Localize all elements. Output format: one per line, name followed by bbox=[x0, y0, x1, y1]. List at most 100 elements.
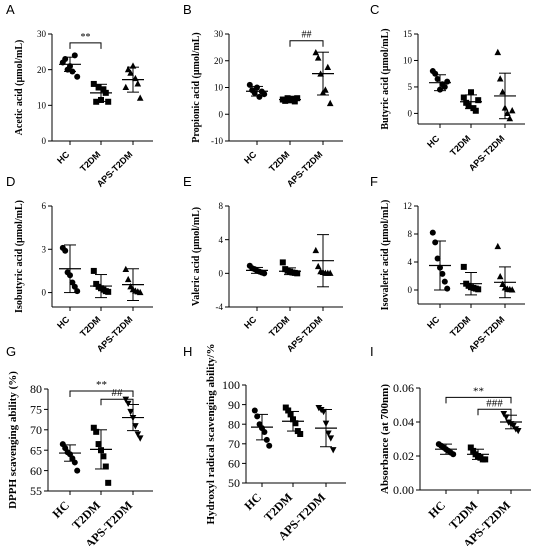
y-tick-label: 20 bbox=[37, 65, 47, 75]
data-point bbox=[71, 459, 78, 466]
y-tick-label: 55 bbox=[30, 484, 42, 498]
y-tick-label: 80 bbox=[228, 417, 240, 431]
y-tick-label: 15 bbox=[403, 29, 413, 39]
significance-bracket bbox=[69, 42, 102, 49]
y-axis-label: DPPH scavenging ability (%) bbox=[7, 371, 19, 509]
data-point bbox=[124, 65, 132, 73]
data-point bbox=[105, 98, 112, 105]
data-point bbox=[314, 262, 322, 270]
data-point bbox=[256, 93, 263, 100]
y-axis-label: Valeric acid (μmol/mL) bbox=[191, 207, 202, 306]
data-point bbox=[292, 420, 299, 427]
data-point bbox=[62, 247, 69, 254]
x-tick-label: T2DM bbox=[448, 133, 472, 157]
data-point bbox=[105, 479, 112, 486]
y-tick-label: 10 bbox=[37, 100, 47, 110]
data-point bbox=[514, 427, 522, 435]
x-tick-label: APS-T2DM bbox=[285, 149, 325, 189]
data-point bbox=[320, 408, 327, 416]
y-tick-label: 70 bbox=[228, 437, 240, 451]
data-point bbox=[136, 288, 144, 296]
data-point bbox=[496, 272, 504, 280]
data-point bbox=[482, 456, 489, 463]
data-point bbox=[441, 83, 448, 90]
data-point bbox=[444, 285, 451, 292]
y-tick-label: 4 bbox=[219, 235, 224, 245]
y-tick-label: 0.06 bbox=[393, 381, 414, 395]
panel-letter: C bbox=[370, 2, 379, 17]
y-tick-label: 0.00 bbox=[393, 483, 414, 497]
y-tick-label: 20 bbox=[214, 56, 224, 66]
data-point bbox=[95, 441, 102, 448]
panel-i: I0.000.020.040.06HCT2DMAPS-T2DMAbsorbanc… bbox=[370, 344, 531, 546]
data-point bbox=[432, 70, 439, 77]
data-point bbox=[496, 75, 504, 82]
data-point bbox=[100, 86, 107, 93]
data-point bbox=[460, 263, 467, 270]
data-point bbox=[508, 107, 516, 114]
data-point bbox=[500, 410, 508, 418]
data-point bbox=[444, 78, 451, 85]
data-point bbox=[312, 48, 320, 56]
data-point bbox=[465, 102, 472, 109]
panel-letter: A bbox=[6, 2, 15, 17]
y-tick-label: 0 bbox=[42, 288, 47, 298]
data-point bbox=[136, 94, 144, 101]
y-axis-label: Propionic acid (μmol/mL) bbox=[191, 32, 202, 142]
y-tick-label: 90 bbox=[228, 398, 240, 412]
x-tick-label: T2DM bbox=[448, 314, 472, 338]
x-tick-label: APS-T2DM bbox=[467, 314, 507, 354]
data-point bbox=[494, 48, 502, 56]
significance-label: ## bbox=[112, 387, 124, 399]
data-point bbox=[312, 246, 320, 254]
y-tick-label: 0.02 bbox=[393, 449, 414, 463]
data-point bbox=[470, 447, 477, 454]
significance-bracket bbox=[289, 40, 324, 47]
data-point bbox=[285, 407, 292, 414]
data-point bbox=[475, 286, 482, 293]
panel-letter: F bbox=[370, 174, 378, 189]
y-tick-label: 10 bbox=[403, 56, 413, 66]
data-point bbox=[74, 73, 81, 80]
y-tick-label: 0 bbox=[408, 285, 413, 295]
panel-letter: G bbox=[6, 344, 16, 359]
x-tick-label: HC bbox=[55, 314, 72, 331]
x-tick-label: APS-T2DM bbox=[285, 314, 325, 354]
y-tick-label: 0.04 bbox=[393, 415, 414, 429]
y-tick-label: 4 bbox=[408, 257, 413, 267]
significance-bracket bbox=[477, 408, 512, 416]
x-tick-label: T2DM bbox=[78, 314, 102, 338]
significance-label: ** bbox=[473, 385, 484, 397]
data-point bbox=[472, 107, 479, 114]
data-point bbox=[494, 242, 502, 250]
data-point bbox=[127, 69, 134, 76]
data-point bbox=[74, 288, 81, 295]
x-tick-label: APS-T2DM bbox=[467, 133, 507, 173]
data-point bbox=[326, 99, 334, 107]
data-point bbox=[504, 109, 511, 116]
y-axis-label: Acetic acid (μmol/mL) bbox=[14, 40, 25, 136]
x-tick-label: HC bbox=[425, 133, 442, 150]
data-point bbox=[325, 430, 332, 437]
data-point bbox=[261, 429, 268, 436]
data-point bbox=[134, 80, 142, 87]
y-axis-label: Absorbance (at 700nm) bbox=[379, 384, 391, 494]
y-axis-label: Isovaleric acid (μmol/mL) bbox=[380, 200, 391, 311]
data-point bbox=[294, 270, 301, 277]
panel-letter: E bbox=[183, 174, 192, 189]
data-point bbox=[122, 83, 130, 91]
data-point bbox=[132, 423, 139, 430]
data-point bbox=[324, 63, 332, 70]
x-tick-label: T2DM bbox=[78, 149, 102, 173]
y-tick-label: 60 bbox=[228, 457, 240, 471]
data-point bbox=[467, 444, 474, 451]
x-tick-label: HC bbox=[242, 314, 259, 331]
data-point bbox=[434, 255, 441, 262]
y-tick-label: 6 bbox=[42, 201, 47, 211]
data-point bbox=[122, 396, 130, 403]
x-tick-label: T2DM bbox=[267, 149, 291, 173]
